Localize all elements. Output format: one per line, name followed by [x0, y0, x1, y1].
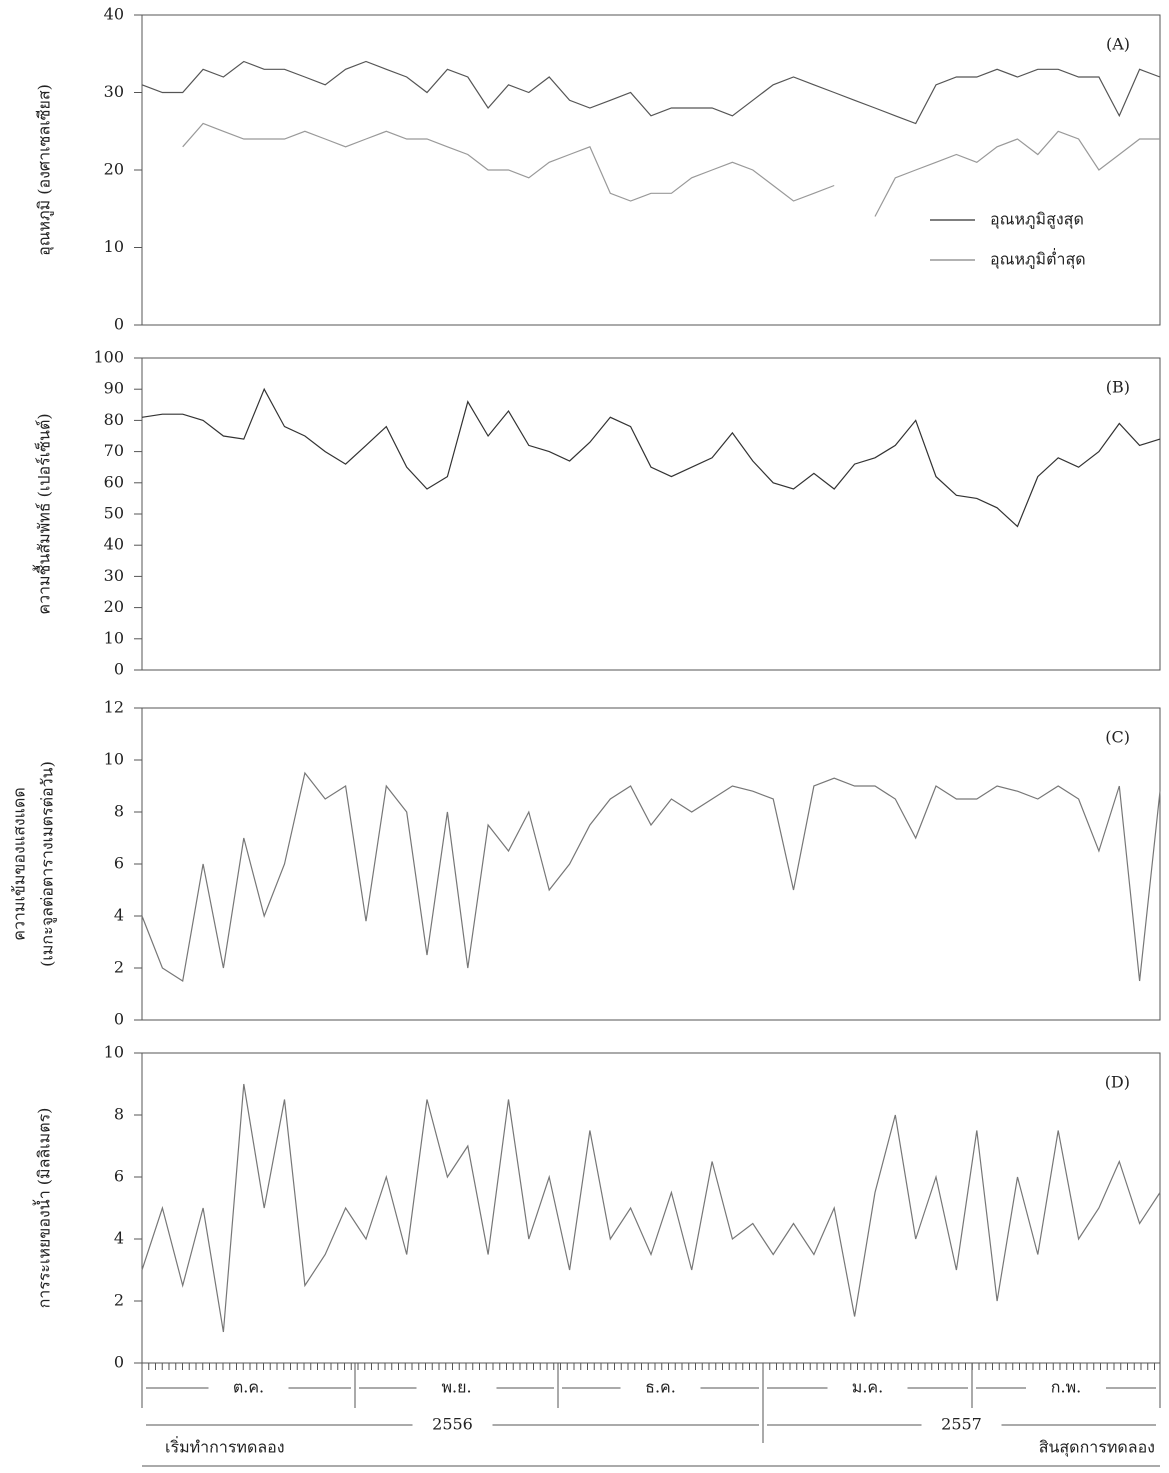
panel-label: (D)	[1105, 1073, 1130, 1092]
y-tick-label: 50	[104, 504, 124, 523]
y-tick-label: 100	[93, 348, 124, 367]
y-tick-label: 6	[114, 854, 124, 873]
y-axis-label: การระเหยของน้ำ (มิลลิเมตร)	[33, 1108, 54, 1309]
plot-frame	[141, 357, 1161, 671]
y-tick-label: 10	[104, 628, 124, 647]
y-tick-label: 60	[104, 472, 124, 491]
y-tick-label: 2	[114, 1291, 124, 1310]
month-label: ต.ค.	[233, 1378, 264, 1397]
y-tick-label: 10	[104, 750, 124, 769]
y-tick-label: 6	[114, 1167, 124, 1186]
y-tick-label: 40	[104, 5, 124, 24]
plot-frame	[141, 707, 1161, 1021]
y-tick-label: 8	[114, 1105, 124, 1124]
y-tick-label: 0	[114, 315, 124, 334]
legend-label: อุณหภูมิสูงสุด	[990, 210, 1084, 230]
y-axis-label: ความเข้มของแสงแดด	[10, 787, 29, 941]
y-tick-label: 12	[104, 698, 124, 717]
y-tick-label: 4	[114, 906, 124, 925]
legend-label: อุณหภูมิต่ำสุด	[990, 248, 1086, 270]
y-axis-label: (เมกะจูลต่อตารางเมตรต่อวัน)	[38, 761, 58, 967]
data-line	[182, 122, 1160, 217]
month-label: ก.พ.	[1051, 1378, 1081, 1397]
y-tick-label: 20	[104, 597, 124, 616]
y-tick-label: 40	[104, 535, 124, 554]
panel-label: (A)	[1106, 35, 1130, 54]
plot-frame	[141, 14, 1161, 326]
end-label: สินสุดการทดลอง	[1039, 1438, 1155, 1458]
y-tick-label: 10	[104, 237, 124, 256]
month-label: ธ.ค.	[645, 1378, 676, 1397]
panel-label: (B)	[1106, 378, 1130, 397]
data-line	[141, 387, 1161, 528]
y-tick-label: 90	[104, 379, 124, 398]
month-label: ม.ค.	[852, 1378, 883, 1397]
year-label: 2556	[432, 1415, 473, 1434]
y-tick-label: 30	[104, 82, 124, 101]
data-line	[141, 771, 1161, 982]
plot-frame	[141, 1052, 1161, 1364]
y-axis-label: อุณหภูมิ (องศาเซลเซียส)	[35, 84, 55, 256]
y-tick-label: 8	[114, 802, 124, 821]
y-tick-label: 2	[114, 958, 124, 977]
start-label: เริ่มทำการทดลอง	[165, 1436, 285, 1457]
month-label: พ.ย.	[441, 1378, 471, 1397]
y-tick-label: 0	[114, 1353, 124, 1372]
y-tick-label: 0	[114, 660, 124, 679]
data-line	[141, 1083, 1161, 1333]
y-tick-label: 20	[104, 160, 124, 179]
panel-label: (C)	[1105, 728, 1130, 747]
y-tick-label: 4	[114, 1229, 124, 1248]
y-axis-label: ความชื้นสัมพัทธ์ (เปอร์เซ็นต์)	[33, 413, 54, 614]
y-tick-label: 10	[104, 1043, 124, 1062]
year-label: 2557	[941, 1415, 982, 1434]
y-tick-label: 30	[104, 566, 124, 585]
data-line	[141, 60, 1161, 125]
y-tick-label: 0	[114, 1010, 124, 1029]
y-tick-label: 80	[104, 410, 124, 429]
y-tick-label: 70	[104, 441, 124, 460]
